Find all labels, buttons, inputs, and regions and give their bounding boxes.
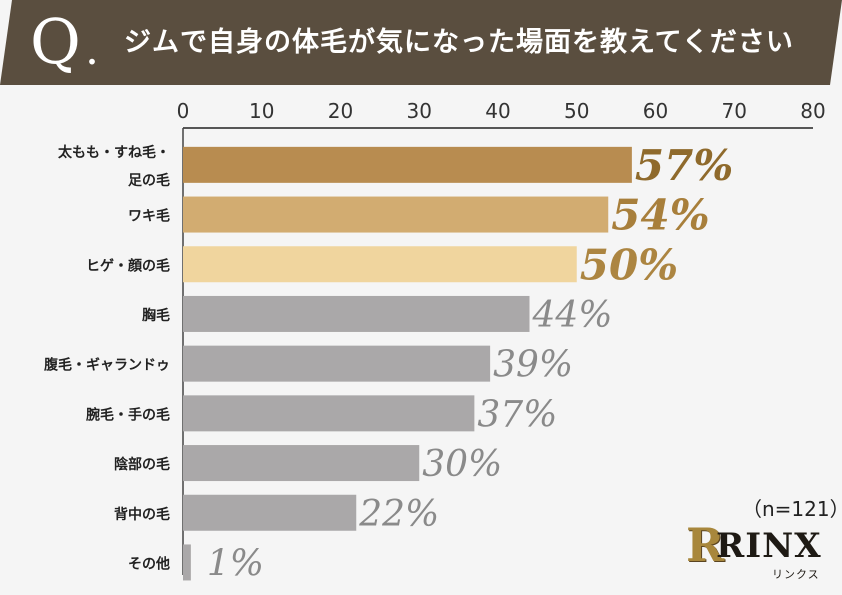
bar [183,494,357,531]
x-tick-label: 20 [328,99,353,123]
category-label: 足の毛 [128,172,170,189]
bar [183,544,191,581]
category-label: ワキ毛 [128,208,170,225]
brand-logo: R RINX リンクス [676,518,836,586]
value-label: 50% [580,240,678,289]
value-label: 30% [422,444,502,485]
category-label: 胸毛 [142,307,170,324]
x-tick-label: 0 [177,99,190,123]
bar [183,146,632,183]
x-tick-label: 80 [800,99,825,123]
value-label: 54% [611,191,709,240]
category-label: 腹毛・ギャランドゥ [44,357,170,374]
x-tick-label: 30 [407,99,432,123]
bar [183,345,491,382]
bar [183,295,530,332]
category-label: 陰部の毛 [114,456,170,473]
value-label: 57% [635,141,733,190]
x-tick-label: 10 [249,99,274,123]
logo-wordmark: RINX [716,526,822,566]
bar [183,196,609,233]
logo-r-mark: R [686,518,725,572]
category-label: 腕毛・手の毛 [86,406,170,423]
x-tick-label: 40 [485,99,510,123]
bar [183,445,420,482]
x-tick-label: 60 [643,99,668,123]
logo-subtitle: リンクス [772,568,820,581]
value-label: 37% [477,394,557,435]
sample-size-label: （n=121） [742,497,842,521]
value-label: 44% [532,295,613,336]
banner-shape [0,0,842,85]
value-label: 39% [493,345,573,386]
question-mark-letter: Q [30,5,81,78]
category-label: 背中の毛 [114,506,170,523]
category-label: ヒゲ・顔の毛 [86,257,170,274]
category-label: 太もも・すね毛・ [58,144,170,161]
bar [183,246,577,283]
x-tick-label: 70 [722,99,747,123]
bar [183,395,475,432]
page-title: ジムで自身の体毛が気になった場面を教えてください [124,27,794,58]
value-label: 1% [207,543,264,584]
title-banner: Q . ジムで自身の体毛が気になった場面を教えてください [0,0,842,85]
question-mark-dot: . [85,24,99,75]
category-label: その他 [128,555,170,572]
value-label: 22% [358,494,439,535]
x-tick-label: 50 [564,99,589,123]
